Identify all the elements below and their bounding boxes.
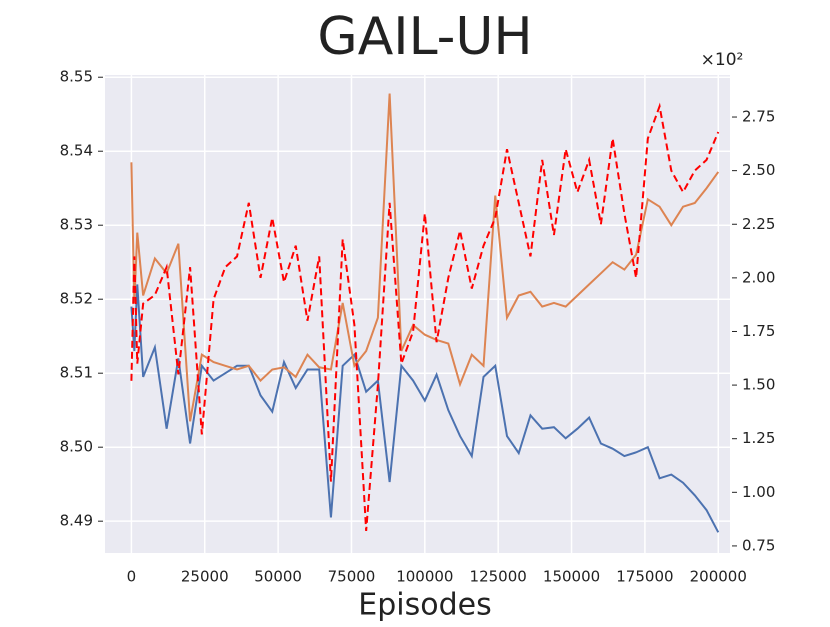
y2-tick-label: 2.25	[742, 215, 775, 233]
y-tick-label: 8.55	[60, 68, 93, 86]
y2-tick-label: 1.50	[742, 376, 775, 394]
x-tick-label: 125000	[470, 568, 527, 586]
y2-tick-label: 2.00	[742, 268, 775, 286]
y2-tick-label: 1.25	[742, 429, 775, 447]
x-tick-label: 0	[127, 568, 137, 586]
x-axis-label: Episodes	[358, 588, 491, 623]
y2-tick-label: 1.00	[742, 483, 775, 501]
series-line	[130, 102, 720, 531]
x-tick-label: 25000	[181, 568, 229, 586]
y2-tick-label: 2.50	[742, 161, 775, 179]
y2-tick-label: 0.75	[742, 536, 775, 554]
x-tick-label: 200000	[690, 568, 747, 586]
x-tick-label: 175000	[616, 568, 673, 586]
y-tick-label: 8.54	[60, 142, 93, 160]
x-tick-label: 75000	[328, 568, 376, 586]
plot-area	[105, 75, 730, 553]
y2-tick-label: 2.75	[742, 108, 775, 126]
y-tick-label: 8.51	[60, 364, 93, 382]
y-tick-label: 8.49	[60, 512, 93, 530]
y-tick-label: 8.50	[60, 438, 93, 456]
y-tick-label: 8.53	[60, 216, 93, 234]
x-tick-label: 150000	[543, 568, 600, 586]
y-tick-label: 8.52	[60, 290, 93, 308]
x-tick-label: 50000	[254, 568, 302, 586]
y2-tick-label: 1.75	[742, 322, 775, 340]
chart-title: GAIL-UH	[317, 7, 532, 67]
series-line	[130, 284, 720, 533]
y2-offset-label: ×10²	[701, 50, 744, 70]
x-tick-label: 100000	[396, 568, 453, 586]
